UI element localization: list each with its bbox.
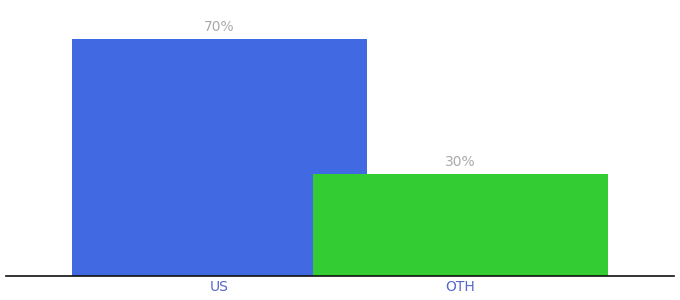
Bar [313,174,607,276]
Text: 30%: 30% [445,155,476,169]
Bar [73,39,367,276]
Text: 70%: 70% [204,20,235,34]
